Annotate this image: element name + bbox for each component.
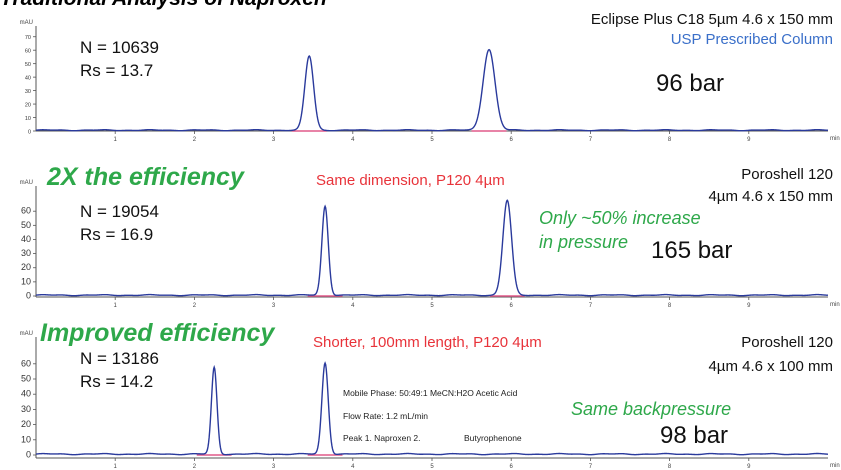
x-tick-label-1: 4 [351,137,355,143]
pressure-3: 98 bar [660,422,729,449]
column-description-3: Poroshell 120 [741,334,833,351]
x-tick-label-2: 2 [193,303,197,309]
x-tick-label-3: 3 [272,464,276,470]
x-tick-label-2: 1 [114,303,118,309]
y-tick-label-3: 30 [21,404,31,414]
x-tick-label-3: 9 [747,464,751,470]
x-tick-label-2: 6 [510,303,514,309]
x-tick-label-1: 5 [430,137,434,143]
pressure-note-2a: Only ~50% increase [539,208,701,228]
flow-rate-label: Flow Rate: 1.2 mL/min [343,411,429,421]
y-axis-label-2: mAU [20,180,33,186]
y-tick-label-3: 20 [21,419,31,429]
y-tick-label-1: 30 [25,89,31,95]
column-dimensions-3: 4µm 4.6 x 100 mm [708,358,833,375]
column-note-1: USP Prescribed Column [670,31,833,48]
x-axis-label-2: min [830,302,840,308]
x-tick-label-1: 2 [193,137,197,143]
x-tick-label-2: 9 [747,303,751,309]
chromatogram-trace-3 [35,361,829,456]
x-tick-label-1: 6 [510,137,514,143]
peak-2-identity-label: Butyrophenone [464,433,522,443]
y-tick-label-1: 50 [25,62,31,68]
resolution-1: Rs = 13.7 [80,61,154,80]
y-tick-label-1: 10 [25,116,31,122]
column-description-2: Poroshell 120 [741,166,833,183]
y-tick-label-1: 40 [25,76,31,82]
y-axis-label-1: mAU [20,20,33,26]
x-axis-label-3: min [830,463,840,469]
pressure-1: 96 bar [656,70,725,97]
column-description-1: Eclipse Plus C18 5µm 4.6 x 150 mm [590,11,833,28]
x-tick-label-3: 4 [351,464,355,470]
y-tick-label-3: 50 [21,374,31,384]
x-tick-label-2: 8 [668,303,672,309]
x-tick-label-3: 8 [668,464,672,470]
y-tick-label-3: 60 [21,358,31,368]
y-tick-label-1: 70 [25,35,31,41]
page-title: Traditional Analysis of Naproxen [0,0,327,11]
x-tick-label-2: 5 [430,303,434,309]
y-tick-label-2: 0 [26,291,31,301]
x-tick-label-3: 7 [589,464,593,470]
x-tick-label-1: 1 [114,137,118,143]
y-tick-label-1: 60 [25,49,31,55]
plate-count-3: N = 13186 [80,349,159,368]
y-tick-label-2: 60 [21,206,31,216]
y-tick-label-1: 20 [25,103,31,109]
pressure-note-3: Same backpressure [571,399,732,419]
pressure-2: 165 bar [651,237,733,264]
y-axis-label-3: mAU [20,331,33,337]
chromatogram-trace-2 [35,199,829,297]
x-tick-label-3: 6 [510,464,514,470]
peak-identity-label: Peak 1. Naproxen 2. [343,433,421,443]
x-tick-label-1: 9 [747,137,751,143]
panel-3-note: Shorter, 100mm length, P120 4µm [313,334,542,351]
resolution-2: Rs = 16.9 [80,225,154,244]
x-tick-label-2: 7 [589,303,593,309]
panel-2-note: Same dimension, P120 4µm [316,172,505,189]
x-tick-label-1: 7 [589,137,593,143]
y-tick-label-2: 10 [21,276,31,286]
x-axis-label-1: min [830,136,840,142]
x-tick-label-3: 2 [193,464,197,470]
x-tick-label-3: 5 [430,464,434,470]
column-dimensions-2: 4µm 4.6 x 150 mm [708,188,833,205]
y-tick-label-3: 40 [21,389,31,399]
chromatogram-trace-1 [35,48,829,132]
mobile-phase-label: Mobile Phase: 50:49:1 MeCN:H2O Acetic Ac… [343,388,518,398]
x-tick-label-2: 3 [272,303,276,309]
resolution-3: Rs = 14.2 [80,372,154,391]
y-tick-label-2: 40 [21,234,31,244]
x-tick-label-2: 4 [351,303,355,309]
y-tick-label-2: 50 [21,220,31,230]
x-tick-label-1: 8 [668,137,672,143]
y-tick-label-3: 0 [26,450,31,460]
panel-2-heading: 2X the efficiency [47,163,244,191]
x-tick-label-1: 3 [272,137,276,143]
y-tick-label-1: 0 [28,130,31,136]
pressure-note-2b: in pressure [539,232,629,252]
y-tick-label-3: 10 [21,434,31,444]
panel-3-heading: Improved efficiency [40,319,275,347]
x-tick-label-3: 1 [114,464,118,470]
plate-count-2: N = 19054 [80,202,159,221]
y-tick-label-2: 20 [21,262,31,272]
plate-count-1: N = 10639 [80,38,159,57]
y-tick-label-2: 30 [21,248,31,258]
